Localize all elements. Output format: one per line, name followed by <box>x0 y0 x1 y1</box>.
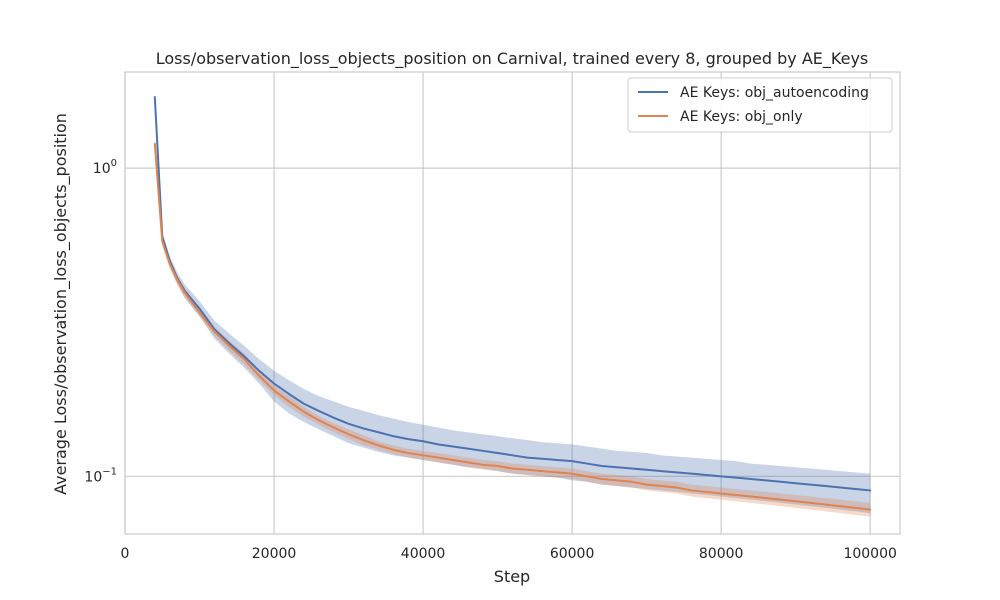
legend-box <box>627 77 893 133</box>
legend-label-obj-autoencoding: AE Keys: obj_autoencoding <box>680 85 869 101</box>
confidence-band-0 <box>154 93 871 514</box>
x-tick-label: 0 <box>121 546 130 562</box>
plot-area <box>125 72 900 534</box>
series-line-0 <box>153 96 872 492</box>
series-lines <box>153 96 872 511</box>
x-tick-label: 40000 <box>401 546 446 562</box>
confidence-bands <box>154 93 871 517</box>
x-tick-label: 100000 <box>843 546 896 562</box>
tick-labels: 0 20000 40000 60000 80000 100000 10−1 100 <box>84 158 896 562</box>
legend: AE Keys: obj_autoencoding AE Keys: obj_o… <box>627 77 893 133</box>
x-tick-label: 60000 <box>550 546 595 562</box>
y-tick-label: 10−1 <box>84 466 117 485</box>
chart-title: Loss/observation_loss_objects_position o… <box>156 49 869 69</box>
x-tick-label: 20000 <box>252 546 297 562</box>
series-line-1 <box>153 142 872 511</box>
x-axis-label: Step <box>494 567 530 586</box>
gridlines <box>124 72 900 534</box>
y-tick-label: 100 <box>93 158 117 177</box>
x-tick-label: 80000 <box>699 546 744 562</box>
legend-label-obj-only: AE Keys: obj_only <box>680 109 803 125</box>
plot-frame <box>124 71 901 535</box>
y-axis-label: Average Loss/observation_loss_objects_po… <box>51 113 71 495</box>
